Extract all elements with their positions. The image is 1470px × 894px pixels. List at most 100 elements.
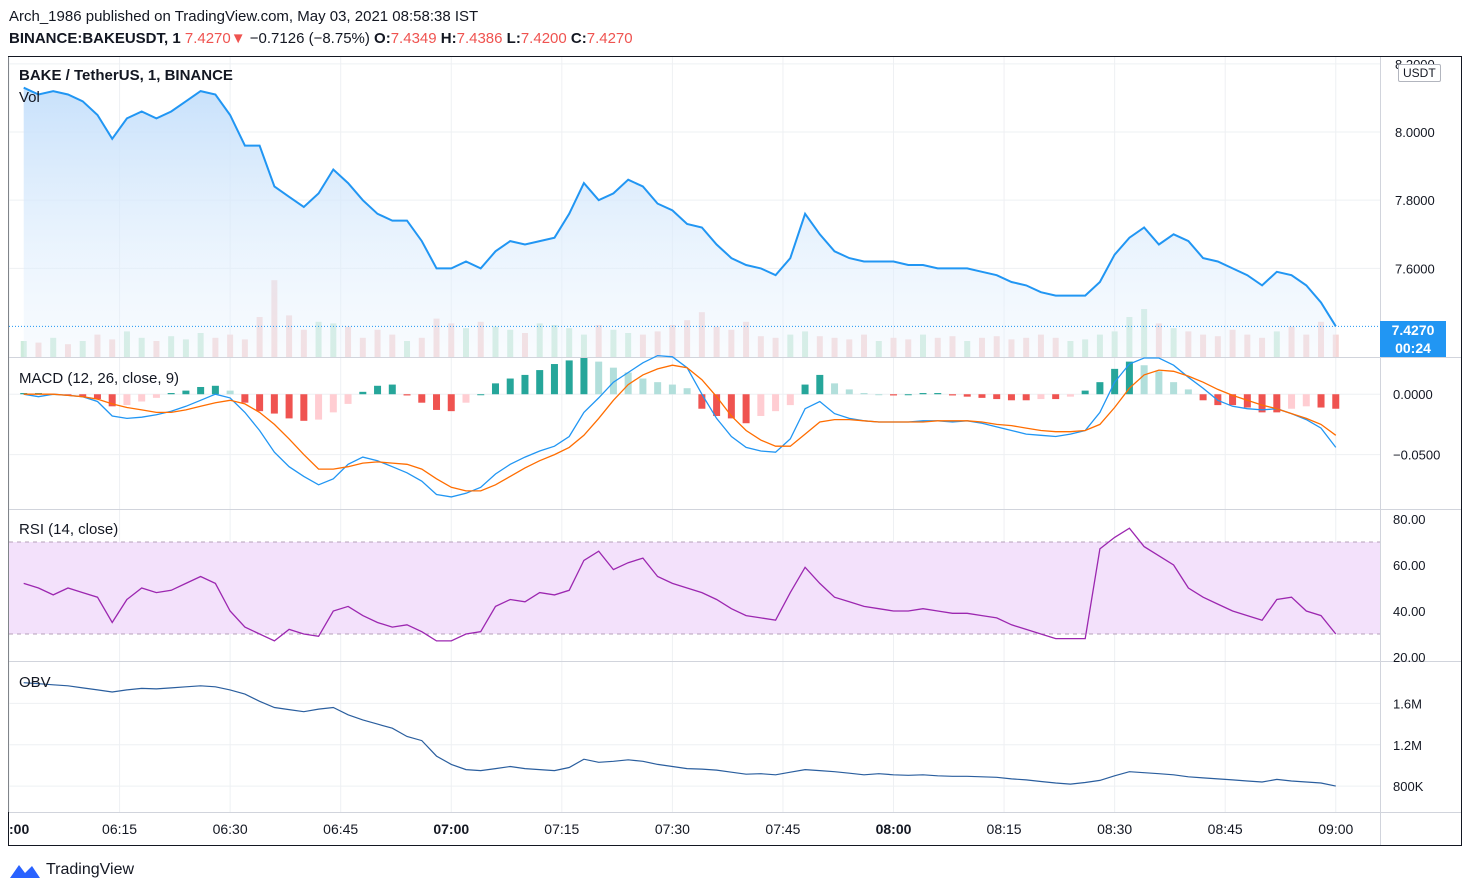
macd-histogram-bar	[285, 394, 293, 419]
macd-histogram-bar	[816, 374, 824, 395]
macd-histogram-bar	[359, 391, 367, 395]
ohlc-legend: BINANCE:BAKEUSDT, 1 7.4270▼ −0.7126 (−8.…	[9, 30, 633, 47]
macd-histogram-bar	[801, 384, 809, 395]
macd-histogram-bar	[772, 394, 780, 412]
macd-histogram-bar	[1258, 394, 1266, 413]
macd-histogram-bar	[79, 394, 87, 397]
macd-histogram-bar	[93, 394, 101, 400]
symbol-label: BINANCE:BAKEUSDT, 1	[9, 30, 181, 47]
macd-histogram-bar	[978, 394, 986, 398]
macd-histogram-bar	[934, 393, 942, 395]
macd-signal-line	[23, 364, 1337, 492]
price-pane-title: BAKE / TetherUS, 1, BINANCE	[19, 67, 233, 84]
macd-histogram-bar	[1125, 361, 1133, 395]
macd-histogram-bar	[668, 384, 676, 395]
macd-histogram-bar	[226, 390, 234, 395]
macd-histogram-bar	[1037, 394, 1045, 400]
macd-histogram-bar	[565, 360, 573, 395]
low-value: 7.4200	[520, 30, 567, 47]
macd-histogram-bar	[1229, 394, 1237, 406]
macd-histogram-bar	[1081, 390, 1089, 395]
macd-histogram-bar	[1199, 394, 1207, 401]
macd-histogram-bar	[831, 383, 839, 395]
macd-histogram-bar	[1273, 394, 1281, 413]
macd-histogram-bar	[595, 361, 603, 395]
low-label: L:	[506, 30, 521, 47]
macd-histogram-bar	[1332, 394, 1340, 409]
high-value: 7.4386	[456, 30, 503, 47]
time-axis-label: 08:15	[987, 821, 1022, 837]
tradingview-logo-icon	[10, 865, 40, 878]
macd-histogram-bar	[845, 389, 853, 395]
macd-histogram-bar	[639, 378, 647, 395]
macd-pane-title: MACD (12, 26, close, 9)	[19, 370, 180, 387]
macd-histogram-bar	[1170, 382, 1178, 395]
macd-histogram-bar	[683, 388, 691, 395]
macd-histogram-bar	[786, 394, 794, 406]
macd-histogram-bar	[919, 393, 927, 395]
macd-histogram-bar	[344, 394, 352, 404]
time-axis-label: 06:15	[102, 821, 137, 837]
macd-histogram-bar	[580, 358, 588, 395]
obv-line	[23, 682, 1336, 787]
macd-histogram-bar	[1022, 394, 1030, 401]
time-axis-label: 07:30	[655, 821, 690, 837]
macd-histogram-bar	[860, 393, 868, 395]
macd-histogram-bar	[698, 394, 706, 409]
close-value: 7.4270	[586, 30, 633, 47]
open-label: O:	[374, 30, 391, 47]
macd-histogram-bar	[167, 393, 175, 395]
down-arrow-icon: ▼	[230, 30, 246, 47]
rsi-band	[9, 542, 1380, 634]
open-value: 7.4349	[390, 30, 437, 47]
close-label: C:	[570, 30, 587, 47]
macd-histogram-bar	[197, 386, 205, 395]
macd-histogram-bar	[890, 394, 898, 396]
price-axis-label: 8.0000	[1395, 125, 1435, 140]
rsi-pane-title: RSI (14, close)	[19, 521, 119, 538]
obv-axis-label: 1.6M	[1393, 696, 1422, 711]
macd-histogram-bar	[1007, 394, 1015, 401]
badge-countdown: 00:24	[1395, 340, 1431, 356]
macd-histogram-bar	[300, 394, 308, 421]
price-area-fill	[23, 87, 1336, 357]
obv-axis-label: 1.2M	[1393, 738, 1422, 753]
time-axis-label: 07:15	[544, 821, 579, 837]
time-axis-label: 07:00	[433, 821, 469, 837]
macd-histogram-bar	[1184, 389, 1192, 395]
macd-histogram-bar	[948, 394, 956, 396]
time-axis-label: 07:45	[765, 821, 800, 837]
macd-histogram-bar	[123, 394, 131, 406]
macd-line	[23, 354, 1337, 498]
macd-histogram-bar	[1155, 371, 1163, 395]
macd-histogram-bar	[447, 394, 455, 412]
time-axis-label: 06:45	[323, 821, 358, 837]
volume-label: Vol	[19, 89, 40, 106]
macd-histogram-bar	[152, 394, 160, 398]
macd-histogram-bar	[1052, 394, 1060, 400]
macd-histogram-bar	[491, 383, 499, 395]
obv-axis-label: 800K	[1393, 779, 1424, 794]
macd-histogram-bar	[418, 394, 426, 403]
macd-histogram-bar	[388, 384, 396, 395]
macd-histogram-bar	[506, 378, 514, 395]
macd-histogram-bar	[315, 394, 323, 420]
tradingview-brand[interactable]: TradingView	[8, 860, 134, 880]
macd-histogram-bar	[1140, 365, 1148, 395]
macd-histogram-bar	[374, 385, 382, 395]
macd-histogram-bar	[1288, 394, 1296, 409]
brand-text: TradingView	[46, 861, 135, 878]
rsi-line	[23, 527, 1337, 642]
macd-histogram-bar	[329, 394, 337, 413]
rsi-axis-label: 80.00	[1393, 512, 1426, 527]
macd-histogram-bar	[609, 367, 617, 395]
macd-histogram-bar	[875, 394, 883, 396]
macd-histogram-bar	[624, 372, 632, 395]
macd-histogram-bar	[904, 394, 912, 396]
rsi-axis-label: 60.00	[1393, 558, 1426, 573]
price-axis-label: 7.6000	[1395, 261, 1435, 276]
macd-histogram-bar	[211, 385, 219, 395]
currency-unit-button[interactable]: USDT	[1398, 64, 1441, 82]
macd-histogram-bar	[1317, 394, 1325, 408]
